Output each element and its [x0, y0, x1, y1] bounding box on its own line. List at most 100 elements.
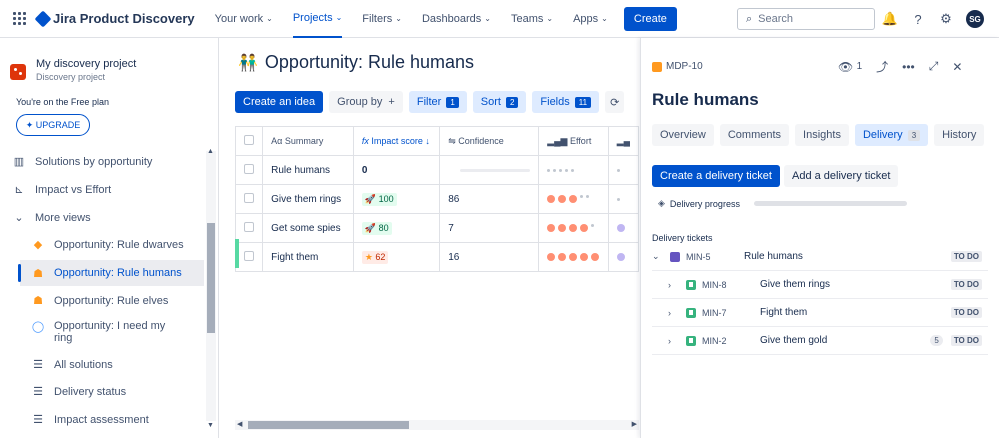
- sidebar-item-rule-elves[interactable]: ☗ Opportunity: Rule elves: [31, 294, 168, 308]
- add-delivery-ticket-button[interactable]: Add a delivery ticket: [784, 165, 899, 187]
- cell-summary[interactable]: Rule humans: [262, 155, 354, 185]
- table-row[interactable]: Give them rings 🚀 100 86: [234, 184, 640, 214]
- cell-effort[interactable]: [538, 184, 609, 214]
- delivery-ticket-row[interactable]: › MIN-7 Fight them TO DO: [652, 299, 988, 327]
- sidebar-item-i-need-my-ring[interactable]: ◯ Opportunity: I need my ring: [31, 320, 166, 344]
- nav-apps[interactable]: Apps ⌄: [573, 12, 608, 25]
- column-header-effort[interactable]: ▂▄▆ Effort: [538, 126, 609, 156]
- notifications-icon[interactable]: 🔔: [881, 11, 899, 26]
- delivery-ticket-row[interactable]: ⌄ MIN-5 Rule humans TO DO: [652, 243, 988, 271]
- sidebar-scrollbar[interactable]: ▲ ▼: [206, 148, 216, 429]
- cell-confidence[interactable]: 7: [439, 213, 540, 243]
- settings-gear-icon[interactable]: ⚙: [940, 11, 952, 26]
- table-row[interactable]: Fight them ★ 62 16: [234, 242, 640, 272]
- cell-extra[interactable]: [607, 184, 640, 214]
- sort-button[interactable]: Sort 2: [472, 91, 527, 113]
- nav-dashboards[interactable]: Dashboards ⌄: [421, 12, 491, 25]
- cell-extra[interactable]: [607, 242, 640, 272]
- sidebar-item-delivery-status[interactable]: ☰ Delivery status: [31, 385, 126, 399]
- project-header[interactable]: My discovery project Discovery project: [10, 58, 136, 82]
- refresh-button[interactable]: ⟳: [605, 91, 625, 113]
- cell-summary[interactable]: Fight them: [262, 242, 354, 272]
- cell-summary[interactable]: Get some spies: [262, 213, 354, 243]
- sidebar-item-all-solutions[interactable]: ☰ All solutions: [31, 358, 113, 372]
- row-checkbox[interactable]: [234, 242, 264, 272]
- main-content: 👬 Opportunity: Rule humans Create an idea…: [220, 38, 640, 438]
- column-header-confidence[interactable]: ⇋ Confidence: [439, 126, 540, 156]
- create-delivery-ticket-button[interactable]: Create a delivery ticket: [652, 165, 780, 187]
- chevron-right-icon[interactable]: ›: [668, 279, 671, 290]
- idea-title[interactable]: Rule humans: [652, 90, 759, 109]
- cell-effort[interactable]: [538, 242, 609, 272]
- tab-insights[interactable]: Insights: [795, 124, 849, 146]
- nav-filters[interactable]: Filters ⌄: [362, 12, 402, 25]
- sidebar-item-rule-dwarves[interactable]: ◆ Opportunity: Rule dwarves: [31, 238, 184, 252]
- list-icon: ☰: [33, 414, 43, 426]
- issue-key[interactable]: MDP-10: [652, 61, 703, 72]
- sidebar-item-solutions-by-opportunity[interactable]: ▥ Solutions by opportunity: [13, 155, 153, 169]
- row-checkbox[interactable]: [234, 184, 264, 214]
- cell-summary[interactable]: Give them rings: [262, 184, 354, 214]
- delivery-ticket-row[interactable]: › MIN-8 Give them rings TO DO: [652, 271, 988, 299]
- scroll-right-icon[interactable]: ▶: [631, 421, 637, 428]
- tab-delivery[interactable]: Delivery 3: [854, 124, 929, 146]
- table-row[interactable]: Get some spies 🚀 80 7: [234, 213, 640, 243]
- help-icon[interactable]: ?: [914, 11, 922, 27]
- create-button[interactable]: Create: [623, 6, 677, 31]
- cell-effort[interactable]: [538, 155, 609, 185]
- cell-confidence[interactable]: [439, 155, 540, 185]
- table-icon: ▥: [13, 156, 25, 168]
- scrollbar-thumb[interactable]: [248, 421, 409, 429]
- sidebar-item-more-views[interactable]: ⌄ More views: [12, 211, 90, 225]
- table-horizontal-scrollbar[interactable]: ◀ ▶: [235, 420, 639, 430]
- scroll-left-icon[interactable]: ◀: [237, 421, 243, 428]
- scrollbar-thumb[interactable]: [207, 223, 215, 333]
- upgrade-button[interactable]: ✦ UPGRADE: [16, 114, 90, 136]
- nav-your-work[interactable]: Your work ⌄: [214, 12, 273, 25]
- share-icon[interactable]: ⤴: [876, 60, 889, 74]
- cell-impact: 🚀 100: [352, 184, 441, 214]
- watch-button[interactable]: 👁 1: [838, 59, 863, 74]
- tab-comments[interactable]: Comments: [719, 124, 790, 146]
- scroll-down-icon[interactable]: ▼: [207, 422, 214, 429]
- tab-overview[interactable]: Overview: [652, 124, 714, 146]
- nav-projects[interactable]: Projects ⌄: [292, 0, 343, 38]
- expand-icon[interactable]: ⤢: [928, 59, 939, 73]
- cell-effort[interactable]: [538, 213, 609, 243]
- cell-extra[interactable]: [607, 213, 640, 243]
- row-checkbox[interactable]: [234, 213, 264, 243]
- column-header-impact-score[interactable]: fx Impact score ↓: [352, 126, 441, 156]
- chevron-right-icon[interactable]: ›: [668, 307, 671, 318]
- scroll-up-icon[interactable]: ▲: [207, 148, 214, 155]
- fields-button[interactable]: Fields 11: [532, 91, 600, 113]
- column-header-more[interactable]: ▂▄: [607, 126, 640, 156]
- sidebar-item-rule-humans[interactable]: ☗ Opportunity: Rule humans: [20, 260, 204, 286]
- selected-indicator: [18, 264, 21, 282]
- close-icon[interactable]: ✕: [952, 59, 963, 74]
- cell-impact: 🚀 80: [352, 213, 441, 243]
- search-input[interactable]: ⌕ Search: [737, 8, 875, 30]
- status-badge: TO DO: [950, 335, 982, 346]
- sidebar-item-impact-assessment[interactable]: ☰ Impact assessment: [31, 413, 149, 427]
- cell-confidence[interactable]: 16: [439, 242, 540, 272]
- chevron-right-icon[interactable]: ›: [668, 335, 671, 346]
- chevron-down-icon: ⌄: [601, 14, 608, 23]
- filter-button[interactable]: Filter 1: [408, 91, 467, 113]
- column-header-summary[interactable]: Aα Summary: [262, 126, 354, 156]
- nav-teams[interactable]: Teams ⌄: [510, 12, 554, 25]
- cell-extra[interactable]: [607, 155, 640, 185]
- table-row[interactable]: Rule humans 0: [234, 155, 640, 185]
- sidebar-item-impact-vs-effort[interactable]: ⊾ Impact vs Effort: [12, 183, 111, 197]
- group-by-button[interactable]: Group by +: [329, 91, 403, 113]
- app-switcher-icon[interactable]: [13, 11, 27, 26]
- tab-history[interactable]: History: [934, 124, 985, 146]
- cell-confidence[interactable]: 86: [439, 184, 540, 214]
- create-idea-button[interactable]: Create an idea: [235, 91, 324, 113]
- select-all-checkbox[interactable]: [234, 126, 264, 156]
- product-logo[interactable]: Jira Product Discovery: [34, 10, 195, 27]
- row-checkbox[interactable]: [234, 155, 264, 185]
- avatar[interactable]: SG: [966, 10, 984, 28]
- more-actions-icon[interactable]: •••: [902, 59, 915, 74]
- delivery-ticket-row[interactable]: › MIN-2 Give them gold 5 TO DO: [652, 327, 988, 355]
- chevron-down-icon[interactable]: ⌄: [652, 251, 660, 261]
